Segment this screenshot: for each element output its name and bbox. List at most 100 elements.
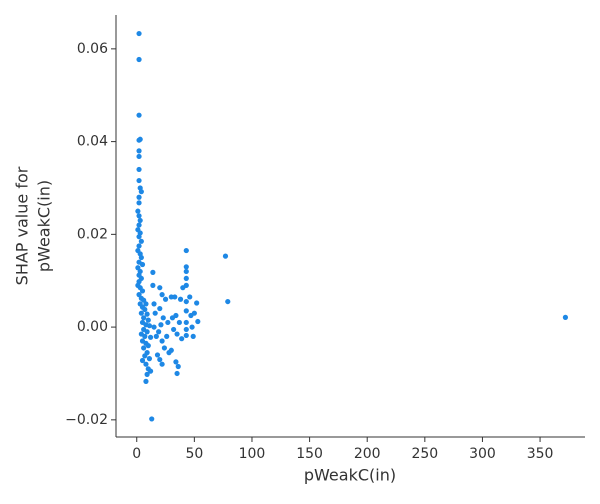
point bbox=[168, 347, 174, 353]
point bbox=[138, 238, 144, 244]
point bbox=[225, 298, 231, 305]
point bbox=[187, 294, 193, 300]
point bbox=[142, 306, 148, 313]
point bbox=[136, 222, 142, 228]
point bbox=[183, 275, 189, 282]
point bbox=[173, 312, 179, 319]
x-tick-label: 300 bbox=[469, 446, 496, 462]
x-tick-label: 150 bbox=[296, 446, 323, 462]
point bbox=[175, 363, 181, 370]
point bbox=[159, 292, 165, 298]
point bbox=[141, 345, 147, 351]
point bbox=[183, 264, 189, 270]
point bbox=[183, 282, 189, 288]
y-tick-label: −0.02 bbox=[65, 412, 108, 428]
point bbox=[176, 319, 182, 326]
point bbox=[136, 177, 142, 184]
point bbox=[183, 319, 189, 326]
point bbox=[183, 298, 189, 305]
point bbox=[139, 357, 146, 364]
point bbox=[136, 243, 142, 249]
point bbox=[136, 112, 142, 118]
point bbox=[165, 319, 171, 326]
point bbox=[190, 333, 196, 339]
y-tick-label: 0.02 bbox=[77, 226, 108, 242]
x-axis-label: pWeakC(in) bbox=[304, 466, 396, 485]
point bbox=[150, 269, 156, 275]
point bbox=[147, 368, 154, 374]
point bbox=[137, 217, 143, 224]
point bbox=[149, 416, 155, 422]
point bbox=[136, 166, 142, 173]
point bbox=[157, 305, 163, 312]
point bbox=[154, 352, 161, 358]
point bbox=[146, 356, 153, 362]
point bbox=[153, 333, 159, 339]
point bbox=[138, 310, 144, 316]
point bbox=[164, 333, 170, 339]
point bbox=[138, 254, 144, 261]
x-tick-label: 50 bbox=[185, 446, 203, 462]
point bbox=[156, 329, 162, 335]
point bbox=[139, 288, 146, 294]
y-axis-label-line: SHAP value for bbox=[13, 166, 32, 285]
point bbox=[159, 338, 165, 344]
point bbox=[159, 361, 165, 367]
point bbox=[157, 356, 163, 363]
point bbox=[143, 361, 149, 367]
point bbox=[183, 268, 189, 275]
point bbox=[183, 308, 189, 314]
point bbox=[150, 282, 156, 288]
point bbox=[160, 315, 166, 321]
point bbox=[189, 324, 195, 330]
point bbox=[191, 310, 197, 316]
point bbox=[136, 30, 142, 37]
point bbox=[145, 317, 151, 323]
point bbox=[179, 336, 185, 342]
point bbox=[136, 153, 142, 160]
point bbox=[183, 247, 189, 254]
point bbox=[141, 315, 147, 321]
y-tick-label: 0.06 bbox=[77, 41, 108, 57]
point bbox=[152, 310, 158, 316]
point bbox=[151, 301, 157, 307]
point bbox=[157, 285, 163, 291]
point bbox=[138, 189, 144, 195]
point bbox=[146, 323, 153, 329]
point bbox=[135, 265, 141, 271]
point bbox=[136, 213, 142, 219]
point bbox=[136, 148, 142, 154]
point bbox=[174, 370, 180, 377]
point bbox=[136, 194, 142, 200]
point bbox=[139, 261, 146, 268]
point bbox=[562, 314, 569, 320]
point bbox=[137, 136, 143, 142]
point bbox=[145, 343, 151, 349]
point bbox=[172, 294, 178, 300]
x-tick-label: 0 bbox=[132, 446, 141, 462]
point bbox=[135, 208, 141, 214]
x-tick-label: 350 bbox=[527, 446, 554, 462]
x-tick-label: 100 bbox=[239, 446, 266, 462]
point bbox=[136, 200, 142, 206]
x-tick-label: 250 bbox=[411, 446, 438, 462]
point bbox=[173, 359, 179, 365]
point bbox=[177, 296, 184, 302]
point bbox=[162, 296, 169, 302]
point bbox=[158, 322, 164, 328]
point bbox=[136, 292, 142, 298]
point bbox=[222, 253, 229, 259]
y-tick-label: 0.00 bbox=[77, 319, 108, 335]
point bbox=[194, 300, 200, 306]
point bbox=[183, 332, 189, 339]
point bbox=[136, 234, 142, 240]
point bbox=[171, 326, 177, 333]
point bbox=[174, 331, 180, 337]
x-tick-label: 200 bbox=[354, 446, 381, 462]
point bbox=[147, 334, 154, 340]
point bbox=[183, 326, 189, 333]
point bbox=[136, 56, 142, 63]
point bbox=[141, 297, 147, 303]
point bbox=[144, 329, 150, 335]
